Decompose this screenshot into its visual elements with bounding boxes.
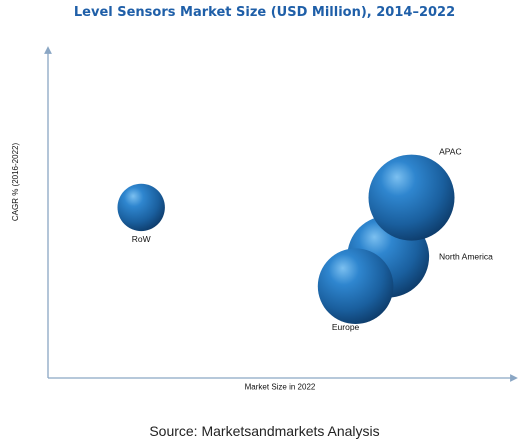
bubble-label-layer: RoW North America Europe APAC	[132, 147, 493, 332]
y-axis-label: CAGR % (2016-2022)	[11, 143, 20, 222]
bubble-apac	[368, 154, 455, 241]
bubble-label-north-america: North America	[439, 252, 493, 262]
bubble-europe	[317, 248, 394, 324]
bubble-label-europe: Europe	[332, 322, 360, 332]
source-note: Source: Marketsandmarkets Analysis	[149, 423, 380, 439]
bubble-label-row: RoW	[132, 234, 151, 244]
bubble-layer	[117, 154, 455, 324]
bubble-label-apac: APAC	[439, 147, 462, 157]
bubble-row	[117, 183, 165, 232]
x-axis-label: Market Size in 2022	[245, 383, 316, 392]
bubble-chart: Market Size in 2022 CAGR % (2016-2022) R…	[11, 46, 518, 392]
chart-title: Level Sensors Market Size (USD Million),…	[73, 5, 456, 20]
